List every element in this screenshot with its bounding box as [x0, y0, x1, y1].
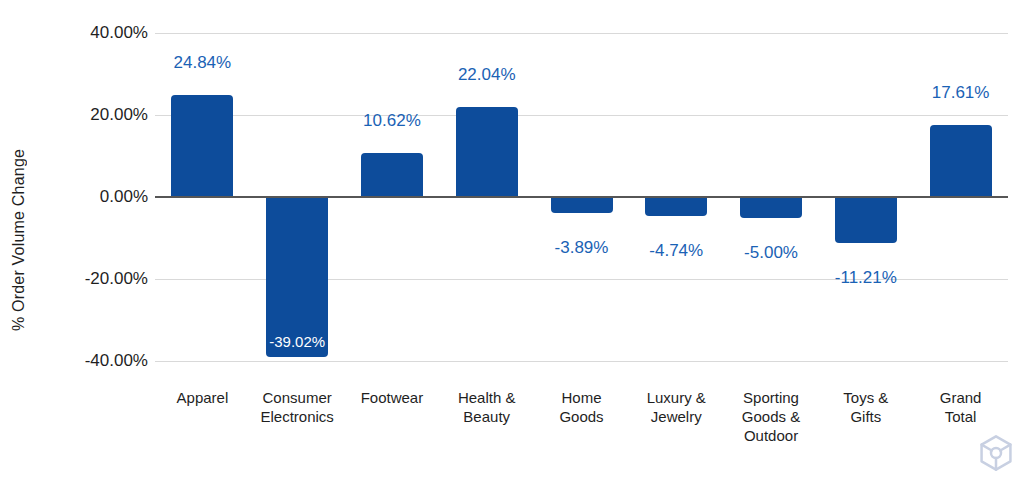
x-axis-category-label: Home Goods [534, 388, 629, 426]
bar-apparel[interactable] [171, 95, 233, 197]
category-label-text: Grand Total [924, 388, 998, 426]
bar-value-label: -5.00% [711, 243, 831, 263]
bar-home-goods[interactable] [551, 197, 613, 213]
bar-toys-gifts[interactable] [835, 197, 897, 243]
bar-chart: % Order Volume Change 40.00% 20.00% 0.00% -… [0, 0, 1024, 480]
y-axis-tick-label: -40.00% [0, 350, 148, 372]
x-axis-category-label: Apparel [155, 388, 250, 407]
category-label-text: Luxury & Jewelry [639, 388, 713, 426]
category-label-text: Footwear [361, 388, 424, 407]
bar-value-label: 10.62% [332, 111, 452, 131]
bar-value-label: -39.02% [237, 332, 357, 352]
bar-grand-total[interactable] [930, 125, 992, 197]
x-axis-category-label: Footwear [345, 388, 440, 407]
bar-value-label: -11.21% [806, 268, 926, 288]
category-label-text: Health & Beauty [450, 388, 524, 426]
y-axis-tick-label: 40.00% [0, 22, 148, 44]
x-axis-category-label: Health & Beauty [439, 388, 534, 426]
gridline [155, 361, 1008, 362]
category-label-text: Sporting Goods & Outdoor [734, 388, 808, 445]
y-axis-tick-label: 20.00% [0, 104, 148, 126]
gridline [155, 115, 1008, 116]
bar-value-label: 24.84% [142, 53, 262, 73]
gridline [155, 33, 1008, 34]
y-axis-tick-label: -20.00% [0, 268, 148, 290]
bar-health-beauty[interactable] [456, 107, 518, 197]
x-axis-category-label: Luxury & Jewelry [629, 388, 724, 426]
bar-sporting-goods-outdoor[interactable] [740, 197, 802, 218]
category-label-text: Apparel [177, 388, 229, 407]
y-axis-title: % Order Volume Change [6, 0, 32, 480]
x-axis-category-label: Sporting Goods & Outdoor [724, 388, 819, 445]
category-label-text: Toys & Gifts [829, 388, 903, 426]
category-label-text: Home Goods [544, 388, 618, 426]
bar-luxury-jewelry[interactable] [645, 197, 707, 216]
cube-watermark-icon [976, 433, 1016, 473]
bar-value-label: 22.04% [427, 65, 547, 85]
bar-footwear[interactable] [361, 153, 423, 197]
x-axis-category-label: Grand Total [913, 388, 1008, 426]
y-axis-tick-label: 0.00% [0, 186, 148, 208]
bar-value-label: 17.61% [901, 83, 1021, 103]
category-label-text: Consumer Electronics [260, 388, 334, 426]
zero-axis-line [155, 196, 1008, 198]
x-axis-category-label: Toys & Gifts [818, 388, 913, 426]
x-axis-category-label: Consumer Electronics [250, 388, 345, 426]
